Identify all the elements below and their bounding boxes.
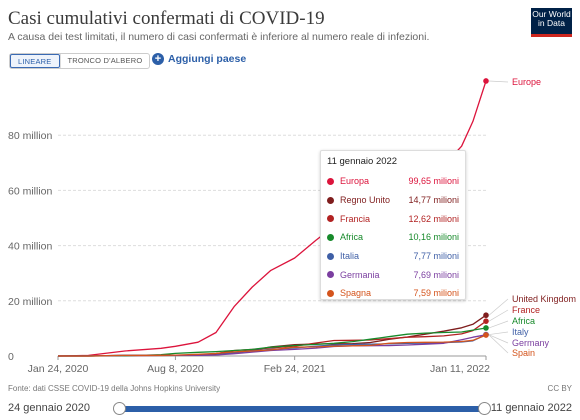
chart-subtitle: A causa dei test limitati, il numero di …: [8, 31, 430, 43]
tooltip-row: Africa 10,16 milioni: [327, 228, 459, 247]
series-end-label: France: [512, 305, 540, 315]
tooltip-date: 11 gennaio 2022: [327, 156, 398, 167]
tooltip-series-name: Germania: [340, 269, 380, 280]
tooltip-series-name: Francia: [340, 213, 371, 224]
tooltip-row: Regno Unito 14,77 milioni: [327, 191, 459, 210]
series-dot-icon: [327, 215, 334, 223]
series-dot-icon: [327, 233, 334, 241]
plus-circle-icon: +: [152, 53, 164, 65]
y-tick-label: 20 million: [8, 296, 53, 308]
x-tick-label: Jan 24, 2020: [28, 363, 89, 375]
tooltip-row: Italia 7,77 milioni: [327, 247, 459, 266]
y-tick-label: 0: [8, 351, 14, 363]
tooltip-row: Germania 7,69 milioni: [327, 265, 459, 284]
label-leader-line: [488, 80, 509, 83]
tooltip-series-value: 7,69 milioni: [413, 269, 459, 280]
scale-toggle: LINEARE TRONCO D'ALBERO: [9, 53, 151, 69]
owid-logo[interactable]: Our World in Data: [531, 8, 572, 37]
tab-log[interactable]: TRONCO D'ALBERO: [59, 54, 150, 68]
tab-linear[interactable]: LINEARE: [10, 54, 60, 68]
series-end-label: Spain: [512, 348, 535, 358]
y-tick-label: 80 million: [8, 130, 53, 142]
label-leader-line: [488, 298, 509, 316]
label-leader-line: [488, 331, 509, 335]
y-tick-label: 60 million: [8, 185, 53, 197]
logo-line-1: Our World: [532, 9, 571, 19]
timeline-start-handle[interactable]: [113, 402, 126, 415]
series-dot-icon: [327, 252, 334, 260]
label-leader-line: [488, 309, 509, 322]
logo-line-2: in Data: [538, 18, 565, 28]
x-tick-label: Aug 8, 2020: [147, 363, 204, 375]
label-leader-line: [488, 334, 509, 344]
tooltip-series-name: Africa: [340, 232, 364, 243]
tooltip-series-name: Regno Unito: [340, 195, 391, 206]
series-line: [58, 327, 487, 357]
tooltip-rows: Europa 99,65 milioni Regno Unito 14,77 mili…: [327, 172, 459, 303]
source-note: Fonte: dati CSSE COVID-19 della Johns Ho…: [8, 384, 221, 393]
series-end-marker: [483, 318, 489, 324]
tooltip-series-name: Europa: [340, 176, 370, 187]
tooltip-series-value: 10,16 milioni: [408, 232, 459, 243]
add-country-button[interactable]: + Aggiungi paese: [152, 53, 246, 65]
series-line: [57, 334, 487, 357]
series-end-label: Italy: [512, 327, 529, 337]
chart-title: Casi cumulativi confermati di COVID-19: [8, 8, 325, 29]
series-end-label: Africa: [512, 316, 535, 326]
tooltip-series-value: 99,65 milioni: [408, 176, 459, 187]
x-tick-label: Jan 11, 2022: [430, 363, 490, 375]
x-tick-label: Feb 24, 2021: [264, 363, 326, 375]
label-leader-line: [488, 334, 509, 354]
add-country-label: Aggiungi paese: [168, 53, 247, 65]
series-end-marker: [483, 78, 489, 84]
label-leader-line: [488, 320, 509, 329]
series-end-marker: [483, 312, 489, 319]
timeline-track[interactable]: [119, 406, 485, 412]
series-line: [58, 334, 487, 357]
timeline-end-label: 11 gennaio 2022: [490, 402, 572, 414]
timeline-end-handle[interactable]: [478, 402, 491, 415]
y-tick-label: 40 million: [8, 241, 53, 253]
series-end-label: Germany: [512, 338, 550, 348]
tooltip-series-value: 7,77 milioni: [413, 251, 459, 262]
series-end-marker: [483, 325, 489, 331]
series-end-label: Europe: [512, 77, 541, 87]
tooltip-series-value: 14,77 milioni: [408, 195, 459, 206]
series-dot-icon: [327, 271, 334, 279]
tooltip-series-value: 12,62 milioni: [408, 213, 459, 224]
series-end-label: United Kingdom: [512, 294, 576, 304]
tooltip-row: Spagna 7,59 milioni: [327, 284, 459, 303]
timeline-start-label: 24 gennaio 2020: [8, 402, 90, 414]
tooltip-series-value: 7,59 milioni: [413, 288, 459, 299]
series-dot-icon: [327, 177, 334, 185]
tooltip-series-name: Spagna: [340, 288, 372, 299]
tooltip-row: Europa 99,65 milioni: [327, 172, 459, 191]
series-dot-icon: [327, 196, 334, 204]
series-end-marker: [483, 332, 489, 338]
series-line: [58, 334, 487, 357]
tooltip-row: Francia 12,62 milioni: [327, 209, 459, 228]
timeline: 24 gennaio 2020 11 gennaio 2022: [0, 398, 580, 420]
license-link[interactable]: CC BY: [547, 384, 572, 393]
series-dot-icon: [327, 289, 334, 297]
data-tooltip: 11 gennaio 2022 Europa 99,65 milioni Regno…: [320, 150, 466, 300]
tooltip-series-name: Italia: [340, 251, 360, 262]
